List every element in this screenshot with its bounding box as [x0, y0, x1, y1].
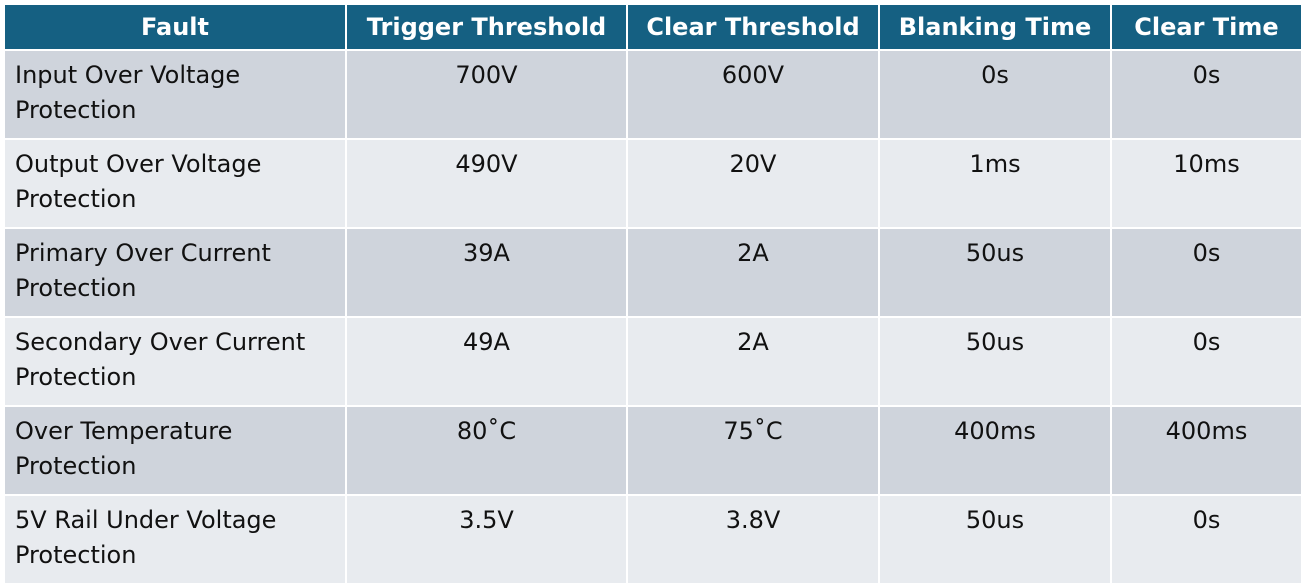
cell-clear-time: 10ms — [1110, 138, 1301, 229]
cell-fault: Over Temperature Protection — [3, 405, 347, 496]
cell-fault: Primary Over Current Protection — [3, 227, 347, 318]
cell-trigger-threshold: 490V — [345, 138, 628, 229]
cell-trigger-threshold: 80˚C — [345, 405, 628, 496]
cell-clear-threshold: 75˚C — [626, 405, 880, 496]
header-clear-threshold: Clear Threshold — [626, 3, 880, 51]
table-row: Over Temperature Protection 80˚C 75˚C 40… — [3, 405, 1301, 496]
cell-clear-time: 0s — [1110, 494, 1301, 585]
cell-fault: Output Over Voltage Protection — [3, 138, 347, 229]
cell-clear-time: 0s — [1110, 316, 1301, 407]
cell-clear-threshold: 20V — [626, 138, 880, 229]
header-blanking-time: Blanking Time — [878, 3, 1112, 51]
cell-clear-time: 0s — [1110, 227, 1301, 318]
table-header-row: Fault Trigger Threshold Clear Threshold … — [3, 3, 1301, 51]
table-row: Secondary Over Current Protection 49A 2A… — [3, 316, 1301, 407]
cell-blanking-time: 50us — [878, 494, 1112, 585]
cell-blanking-time: 50us — [878, 316, 1112, 407]
header-trigger-threshold: Trigger Threshold — [345, 3, 628, 51]
header-fault: Fault — [3, 3, 347, 51]
cell-blanking-time: 0s — [878, 49, 1112, 140]
cell-clear-time: 400ms — [1110, 405, 1301, 496]
cell-trigger-threshold: 700V — [345, 49, 628, 140]
cell-fault: 5V Rail Under Voltage Protection — [3, 494, 347, 585]
cell-clear-threshold: 2A — [626, 227, 880, 318]
cell-fault: Input Over Voltage Protection — [3, 49, 347, 140]
fault-table: Fault Trigger Threshold Clear Threshold … — [3, 3, 1301, 585]
cell-blanking-time: 1ms — [878, 138, 1112, 229]
cell-trigger-threshold: 3.5V — [345, 494, 628, 585]
cell-clear-threshold: 600V — [626, 49, 880, 140]
table-row: Primary Over Current Protection 39A 2A 5… — [3, 227, 1301, 318]
cell-clear-threshold: 2A — [626, 316, 880, 407]
cell-clear-time: 0s — [1110, 49, 1301, 140]
cell-fault: Secondary Over Current Protection — [3, 316, 347, 407]
table-row: Output Over Voltage Protection 490V 20V … — [3, 138, 1301, 229]
cell-clear-threshold: 3.8V — [626, 494, 880, 585]
cell-blanking-time: 400ms — [878, 405, 1112, 496]
header-clear-time: Clear Time — [1110, 3, 1301, 51]
table-row: Input Over Voltage Protection 700V 600V … — [3, 49, 1301, 140]
table-row: 5V Rail Under Voltage Protection 3.5V 3.… — [3, 494, 1301, 585]
cell-trigger-threshold: 39A — [345, 227, 628, 318]
cell-blanking-time: 50us — [878, 227, 1112, 318]
cell-trigger-threshold: 49A — [345, 316, 628, 407]
